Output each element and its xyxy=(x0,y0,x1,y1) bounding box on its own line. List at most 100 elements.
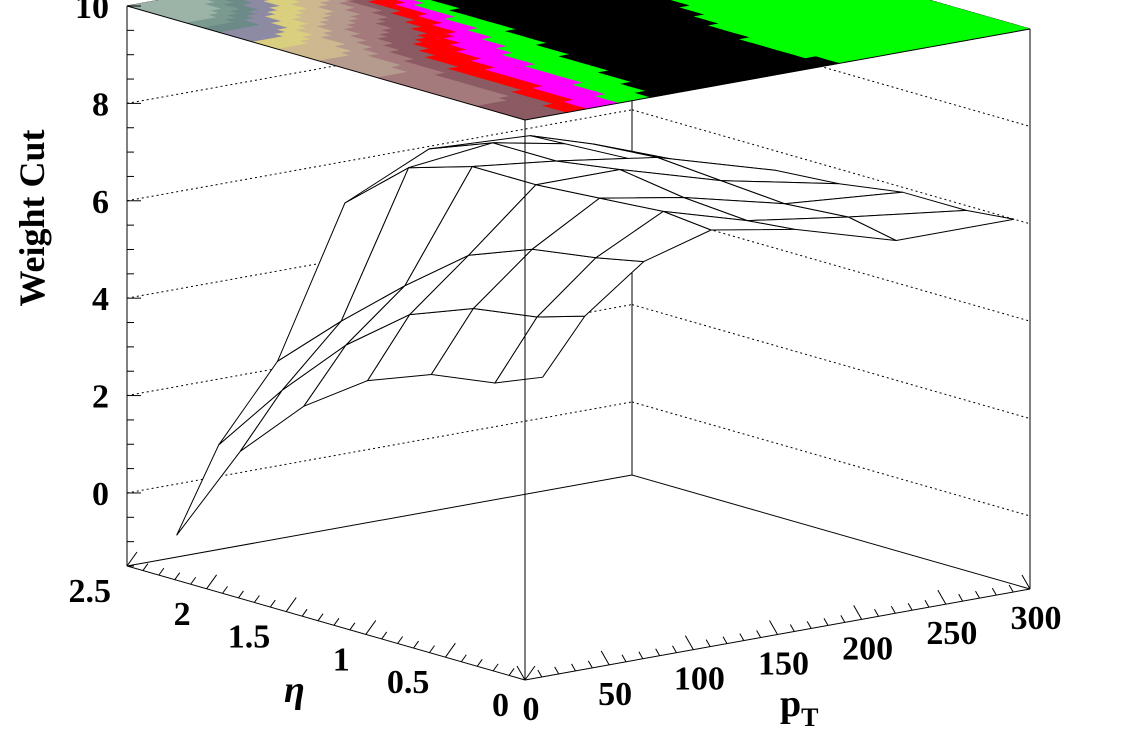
pt-minor-tick xyxy=(638,651,644,660)
contour-cell xyxy=(624,0,644,5)
z-tick-label: 8 xyxy=(92,86,109,123)
pt-minor-tick xyxy=(907,602,913,611)
contour-cell xyxy=(348,0,368,4)
eta-tick-label: 0.5 xyxy=(387,664,430,701)
pt-minor-tick xyxy=(1008,584,1014,593)
contour-cell xyxy=(844,0,864,4)
box-frame xyxy=(126,5,1031,681)
pt-major-tick xyxy=(937,589,947,605)
y-axis-title: η xyxy=(284,669,305,711)
eta-minor-tick xyxy=(381,631,388,640)
contour-cell xyxy=(415,0,435,4)
contour-cell xyxy=(893,0,912,3)
contour-cell xyxy=(673,0,693,4)
pt-minor-tick xyxy=(571,663,576,672)
contour-cell xyxy=(293,0,312,3)
pt-minor-tick xyxy=(924,599,930,608)
eta-major-tick xyxy=(285,597,297,612)
contour-cell xyxy=(773,0,785,2)
contour-projection xyxy=(126,0,1031,121)
grid-line-right xyxy=(631,304,1031,420)
contour-cell xyxy=(796,0,816,5)
contour-cell xyxy=(173,0,184,2)
contour-cell xyxy=(516,0,528,2)
pt-minor-tick xyxy=(739,633,745,641)
contour-cell xyxy=(367,0,387,5)
eta-minor-tick xyxy=(349,622,356,631)
right-bottom-edge xyxy=(631,474,1031,590)
pt-axis: 0 50 100 150 200 250 300 xyxy=(516,574,1062,728)
eta-minor-tick xyxy=(317,613,324,622)
eta-tick-label: 2.5 xyxy=(69,573,112,610)
z-tick-label: 6 xyxy=(92,184,109,221)
contour-cell xyxy=(379,0,398,3)
eta-major-tick xyxy=(444,642,456,658)
contour-cell xyxy=(177,0,197,4)
z-tick-label: 4 xyxy=(92,281,109,318)
back-bottom-edge xyxy=(126,474,633,567)
contour-cell xyxy=(447,0,463,2)
surface-mesh xyxy=(176,135,1015,536)
contour-cell xyxy=(882,0,902,5)
eta-tick-label: 0 xyxy=(492,687,509,724)
eta-minor-tick xyxy=(238,590,244,599)
pt-major-tick xyxy=(1021,574,1031,590)
z-tick-label: 10 xyxy=(75,0,109,26)
contour-cell xyxy=(501,0,521,4)
pt-minor-tick xyxy=(874,609,879,617)
eta-minor-tick xyxy=(492,663,499,672)
contour-cell xyxy=(721,0,741,3)
eta-minor-tick xyxy=(508,668,515,676)
contour-cell xyxy=(691,0,711,4)
pt-major-tick xyxy=(516,665,526,681)
contour-cell xyxy=(311,0,331,3)
surface-cell xyxy=(846,209,1015,242)
pt-tick-label: 300 xyxy=(1011,600,1062,637)
grid-line-back xyxy=(126,109,633,202)
pt-major-tick xyxy=(769,620,778,635)
contour-cell xyxy=(434,0,454,4)
contour-cell xyxy=(841,0,850,1)
contour-cell xyxy=(587,0,607,4)
pt-minor-tick xyxy=(672,645,677,653)
pt-minor-tick xyxy=(537,669,543,678)
contour-cell xyxy=(190,0,206,2)
eta-minor-tick xyxy=(333,617,340,626)
pt-tick-label: 250 xyxy=(926,615,977,652)
pt-major-tick xyxy=(600,650,610,666)
pt-tick-label: 200 xyxy=(842,630,893,667)
top-front-edge xyxy=(524,28,1031,121)
eta-tick-label: 1.5 xyxy=(228,619,271,656)
pt-major-tick xyxy=(684,635,694,650)
pt-tick-label: 0 xyxy=(523,691,540,728)
pt-major-tick xyxy=(853,605,863,620)
surface-cell xyxy=(176,389,283,536)
pt-minor-tick xyxy=(975,590,980,599)
contour-cell xyxy=(464,0,483,3)
contour-cell xyxy=(276,0,291,2)
eta-minor-tick xyxy=(460,654,467,663)
contour-cell xyxy=(825,0,845,3)
front-eta-edge xyxy=(126,565,526,681)
pt-minor-tick xyxy=(705,639,711,647)
top-left-edge xyxy=(126,5,526,121)
eta-tick-label: 1 xyxy=(333,641,350,678)
contour-cell xyxy=(158,0,178,4)
pt-minor-tick xyxy=(958,593,964,602)
eta-major-tick xyxy=(206,574,218,590)
pt-tick-label: 50 xyxy=(598,676,632,713)
contour-cell xyxy=(259,0,270,2)
contour-cell xyxy=(758,0,778,4)
z-axis-title: Weight Cut xyxy=(12,129,52,306)
eta-minor-tick xyxy=(158,567,165,576)
eta-minor-tick xyxy=(253,595,260,603)
eta-minor-tick xyxy=(413,640,419,649)
eta-minor-tick xyxy=(142,563,149,571)
pt-minor-tick xyxy=(587,660,593,669)
eta-minor-tick xyxy=(397,636,404,644)
pt-tick-label: 150 xyxy=(758,646,809,683)
grid-line-right xyxy=(631,11,1031,127)
contour-cell xyxy=(777,0,797,4)
x-axis-title-main: p xyxy=(780,683,801,725)
